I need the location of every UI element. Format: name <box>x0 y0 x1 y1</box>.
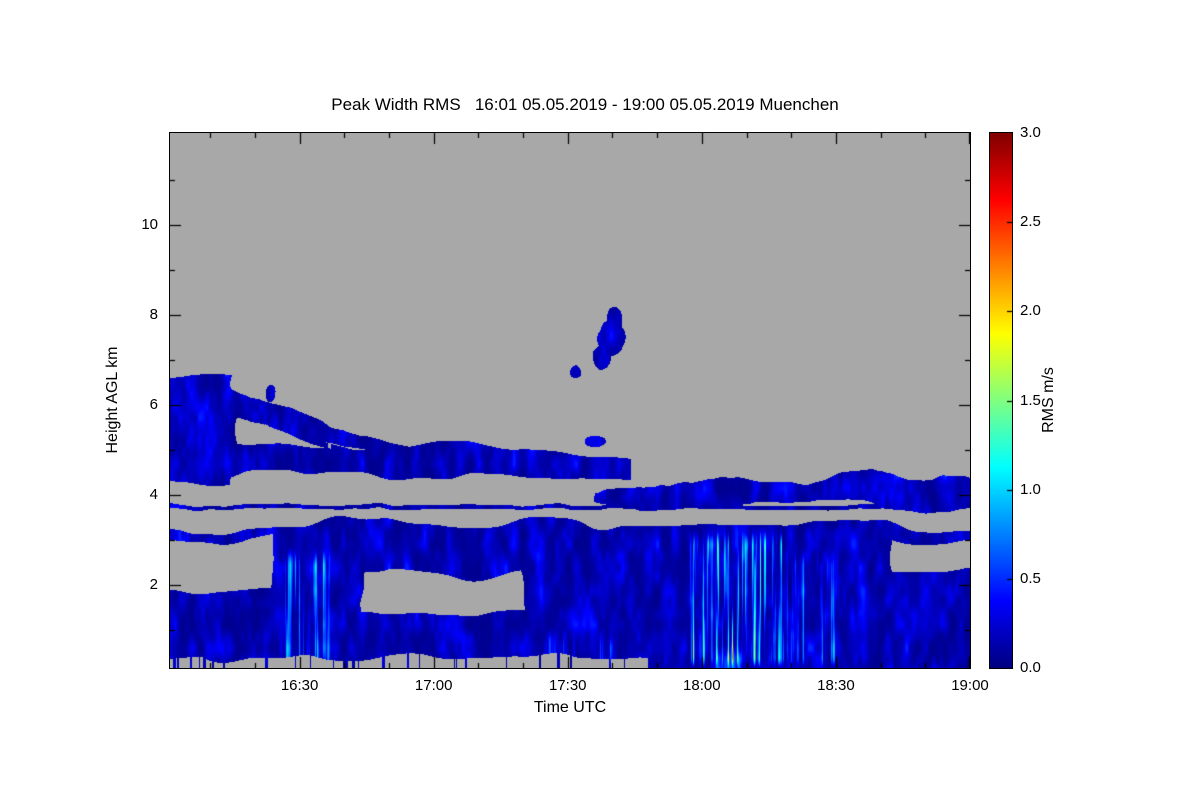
colorbar-tick-label: 3.0 <box>1020 124 1041 141</box>
chart-title: Peak Width RMS 16:01 05.05.2019 - 19:00 … <box>331 95 839 114</box>
y-tick-label: 4 <box>149 485 158 503</box>
x-tick-label: 17:30 <box>548 677 587 694</box>
heatmap-canvas <box>170 133 970 668</box>
colorbar-tick-label: 2.5 <box>1020 213 1041 231</box>
colorbar-canvas <box>990 133 1012 668</box>
colorbar-tick-label: 1.0 <box>1020 480 1041 498</box>
x-tick-label: 17:00 <box>414 677 453 694</box>
x-tick-label: 16:30 <box>280 677 319 694</box>
colorbar-tick-label: 0.0 <box>1020 659 1041 676</box>
x-axis-title: Time UTC <box>533 699 607 716</box>
colorbar-tick-label: 2.0 <box>1020 302 1041 320</box>
x-tick-label: 18:30 <box>817 677 855 694</box>
y-tick-label: 10 <box>141 215 158 233</box>
y-tick-label: 2 <box>149 575 158 593</box>
y-tick-label: 6 <box>149 395 158 413</box>
colorbar <box>989 132 1013 669</box>
colorbar-tick-label: 0.5 <box>1020 569 1041 587</box>
colorbar-title: RMS m/s <box>1040 367 1057 433</box>
y-tick-label: 8 <box>149 305 158 323</box>
plot-area <box>169 132 971 669</box>
x-tick-label: 19:00 <box>951 677 989 694</box>
x-tick-label: 18:00 <box>683 677 721 694</box>
colorbar-tick-label: 1.5 <box>1020 391 1041 409</box>
